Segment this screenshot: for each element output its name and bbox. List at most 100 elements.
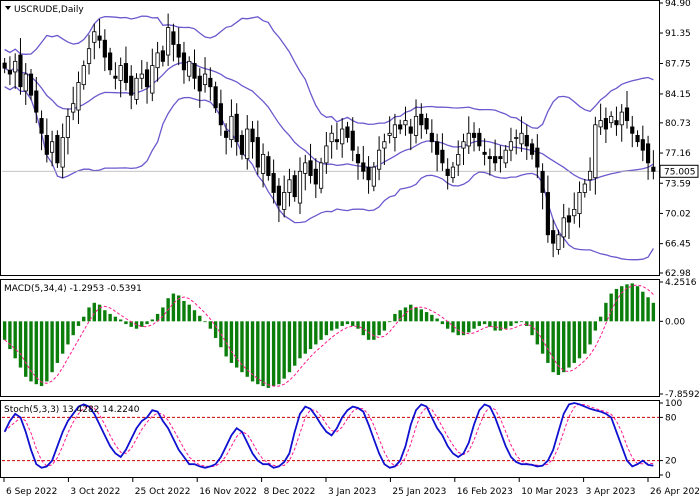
price-candle [2, 57, 7, 74]
price-candle [108, 47, 113, 75]
candle-body [382, 141, 387, 149]
price-candle [123, 46, 129, 91]
macd-histogram-bar [50, 321, 54, 373]
macd-histogram-bar [261, 321, 265, 387]
candle-body [2, 62, 7, 69]
macd-histogram-bar [335, 321, 339, 329]
price-candle [176, 27, 181, 66]
macd-histogram-bar [540, 321, 545, 354]
stoch-panel-frame [0, 400, 660, 478]
candle-body [213, 86, 218, 109]
candle-body [297, 170, 303, 204]
candle-body [450, 166, 456, 179]
macd-histogram-bar [282, 321, 286, 379]
macd-histogram-bar [535, 321, 540, 345]
macd-histogram-bar [651, 302, 656, 322]
x-axis-tick-label: 25 Jan 2023 [392, 487, 446, 497]
candle-body [529, 143, 535, 155]
price-candle [603, 107, 608, 143]
candle-body [218, 103, 223, 126]
price-candle [471, 122, 477, 152]
candle-body [192, 63, 197, 79]
current-price-box [659, 164, 699, 178]
macd-histogram-bar [71, 321, 75, 336]
macd-histogram-bar [556, 321, 561, 375]
macd-histogram-bar [319, 321, 323, 340]
candle-body [419, 113, 424, 126]
price-candle [86, 34, 92, 75]
macd-histogram-bar [124, 321, 128, 325]
macd-histogram-bar [604, 302, 608, 322]
candle-body [28, 73, 34, 96]
macd-histogram-bar [351, 321, 355, 326]
macd-histogram-bar [192, 310, 197, 322]
stochastic-panel [2, 402, 659, 469]
macd-panel [2, 283, 656, 388]
candle-body [482, 151, 487, 155]
price-candle [202, 57, 208, 93]
candle-body [76, 82, 81, 111]
bollinger-lower-line [4, 85, 654, 261]
stoch-signal-line [4, 403, 654, 468]
candle-body [487, 156, 492, 160]
price-candle [97, 19, 102, 49]
price-candle [250, 120, 255, 159]
candle-body [624, 107, 630, 121]
price-candle [424, 113, 429, 135]
price-candle [556, 229, 561, 255]
candle-body [498, 156, 503, 160]
price-candle [7, 56, 12, 86]
price-candle [218, 89, 223, 136]
price-candle [76, 71, 81, 124]
candle-body [635, 134, 640, 143]
macd-histogram-bar [92, 302, 96, 322]
macd-histogram-bar [419, 309, 423, 322]
price-candle [171, 23, 176, 62]
macd-histogram-bar [588, 321, 592, 345]
price-axis-tick-label: 84.15 [665, 90, 691, 100]
macd-histogram-bar [176, 295, 181, 322]
price-axis-tick-label: 94.90 [665, 0, 691, 9]
candle-body [593, 124, 598, 179]
macd-histogram-bar [456, 321, 460, 336]
price-candle [187, 56, 192, 82]
candle-body [13, 60, 18, 73]
price-candle [640, 125, 645, 162]
stoch-main-line [3, 402, 654, 469]
macd-histogram-bar [39, 321, 44, 387]
price-candle [540, 163, 545, 210]
price-candle [271, 159, 276, 204]
candle-body [440, 149, 445, 164]
candle-body [134, 77, 139, 100]
macd-histogram-bar [34, 321, 38, 385]
candle-body [403, 120, 408, 126]
macd-histogram-bar [187, 304, 191, 322]
candle-body [361, 162, 366, 172]
macd-histogram-bar [118, 319, 123, 322]
candle-body [630, 126, 635, 134]
candle-body [524, 134, 529, 147]
macd-histogram-bar [340, 321, 344, 326]
macd-histogram-bar [356, 321, 360, 329]
candle-body [224, 130, 229, 138]
candle-body [276, 185, 281, 206]
macd-histogram-bar [393, 313, 397, 322]
macd-histogram-bar [103, 310, 107, 322]
macd-histogram-bar [345, 321, 350, 325]
dropdown-triangle-icon[interactable] [5, 6, 11, 10]
candle-body [377, 149, 382, 170]
price-axis-tick-label: 62.98 [665, 269, 691, 279]
x-axis-tick-label: 26 Apr 2023 [650, 487, 700, 497]
price-candle [524, 124, 529, 160]
macd-histogram-bar [440, 321, 445, 325]
macd-histogram-bar [18, 321, 23, 368]
price-candle [503, 145, 508, 168]
price-candle [366, 156, 371, 194]
price-candle [292, 170, 297, 202]
x-axis-tick-label: 10 Mar 2023 [521, 487, 578, 497]
candle-body [245, 128, 250, 160]
price-candle [234, 103, 239, 156]
price-candle [355, 146, 361, 180]
macd-histogram-bar [646, 297, 650, 322]
macd-axis-tick-label: -7.8592 [665, 390, 700, 400]
